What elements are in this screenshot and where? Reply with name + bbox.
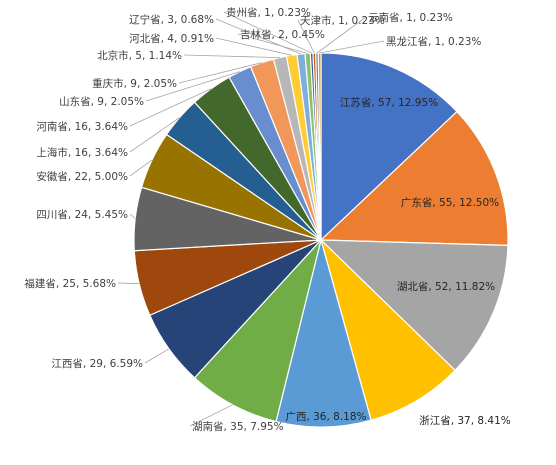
data-label: 江西省, 29, 6.59%: [51, 357, 143, 370]
leader-line: [223, 11, 312, 54]
data-label: 广东省, 55, 12.50%: [401, 196, 499, 209]
pie-slice: [320, 52, 458, 242]
leader-line: [215, 18, 302, 55]
leader-line: [129, 159, 153, 177]
leader-line: [178, 62, 262, 84]
pie-slice: [193, 239, 322, 423]
pie-slices: [133, 52, 509, 428]
leader-line: [183, 54, 280, 58]
leader-line: [144, 348, 170, 364]
data-label: 云南省, 1, 0.23%: [368, 11, 453, 24]
data-label: 黑龙江省, 1, 0.23%: [386, 35, 481, 48]
leader-lines: [117, 11, 385, 427]
data-label: 上海市, 16, 3.64%: [36, 146, 128, 159]
leader-line: [215, 37, 292, 56]
pie-slice: [275, 237, 372, 428]
leader-line: [237, 33, 308, 54]
data-label: 福建省, 25, 5.68%: [24, 277, 116, 290]
data-label: 四川省, 24, 5.45%: [36, 208, 128, 221]
data-label: 安徽省, 22, 5.00%: [36, 170, 128, 183]
leader-line: [316, 16, 367, 54]
data-label: 江苏省, 57, 12.95%: [340, 96, 438, 109]
data-labels: 江苏省, 57, 12.95% 广东省, 55, 12.50% 湖北省, 52, 1…: [24, 6, 510, 433]
data-label: 广西, 36, 8.18%: [285, 411, 366, 423]
leader-line: [297, 19, 315, 54]
data-label: 重庆市, 9, 2.05%: [92, 77, 177, 90]
leader-line: [189, 404, 233, 427]
data-label: 河北省, 4, 0.91%: [129, 32, 214, 45]
leader-line: [319, 40, 385, 54]
data-label: 浙江省, 37, 8.41%: [419, 414, 511, 427]
data-label: 湖北省, 52, 11.82%: [397, 280, 495, 293]
leader-line: [129, 88, 212, 127]
data-label: 辽宁省, 3, 0.68%: [129, 13, 214, 26]
data-label: 湖南省, 35, 7.95%: [192, 420, 284, 433]
pie-slice: [319, 239, 509, 372]
data-label: 北京市, 5, 1.14%: [97, 49, 182, 62]
data-label: 河南省, 16, 3.64%: [36, 120, 128, 133]
data-label: 贵州省, 1, 0.23%: [226, 6, 311, 19]
pie-slice: [319, 238, 456, 421]
pie-slice: [319, 110, 509, 246]
leader-line: [129, 213, 136, 219]
leader-line: [117, 282, 140, 285]
data-label: 山东省, 9, 2.05%: [59, 95, 144, 108]
leader-line: [145, 71, 240, 102]
data-label: 天津市, 1, 0.23%: [300, 14, 385, 27]
leader-line: [129, 117, 180, 153]
data-label: 吉林省, 2, 0.45%: [240, 28, 325, 41]
